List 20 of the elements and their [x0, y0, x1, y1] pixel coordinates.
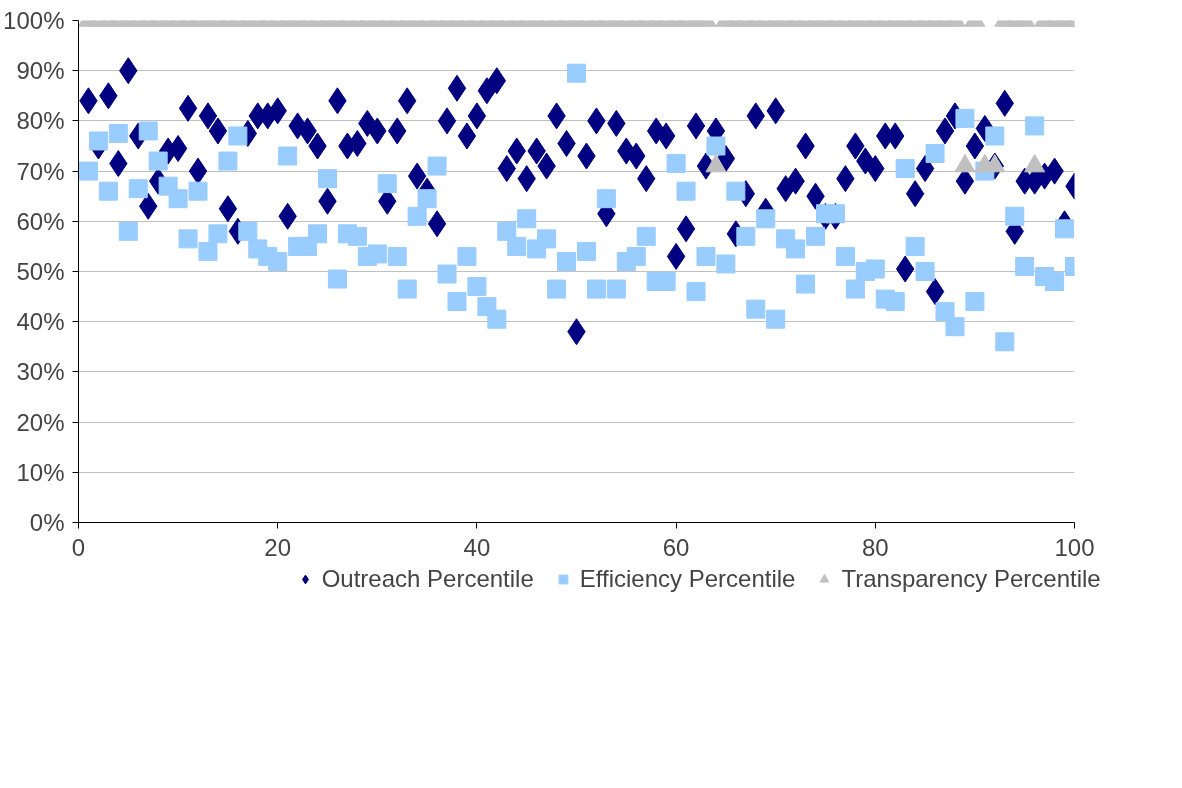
- y-tick-label: 60%: [16, 207, 65, 235]
- y-tick-label: 100%: [3, 7, 65, 34]
- y-tick-label: 10%: [16, 458, 65, 486]
- y-tick-label: 50%: [16, 258, 65, 285]
- x-tick-label: 40: [463, 533, 491, 561]
- legend-label: Outreach Percentile: [321, 565, 534, 593]
- y-tick-label: 20%: [16, 408, 65, 436]
- y-tick-label: 80%: [16, 107, 65, 135]
- y-tick-label: 0%: [29, 509, 65, 536]
- y-tick-label: 90%: [16, 57, 65, 85]
- y-tick-label: 30%: [16, 358, 65, 386]
- x-tick-label: 0: [71, 533, 86, 561]
- x-tick-label: 100: [1054, 533, 1095, 561]
- legend-label: Efficiency Percentile: [579, 565, 796, 593]
- x-tick-label: 60: [662, 533, 690, 561]
- legend-label: Transparency Percentile: [841, 565, 1101, 593]
- x-tick-label: 20: [264, 533, 292, 561]
- y-tick-label: 40%: [16, 308, 65, 336]
- y-tick-label: 70%: [16, 157, 65, 185]
- x-tick-label: 80: [861, 533, 889, 561]
